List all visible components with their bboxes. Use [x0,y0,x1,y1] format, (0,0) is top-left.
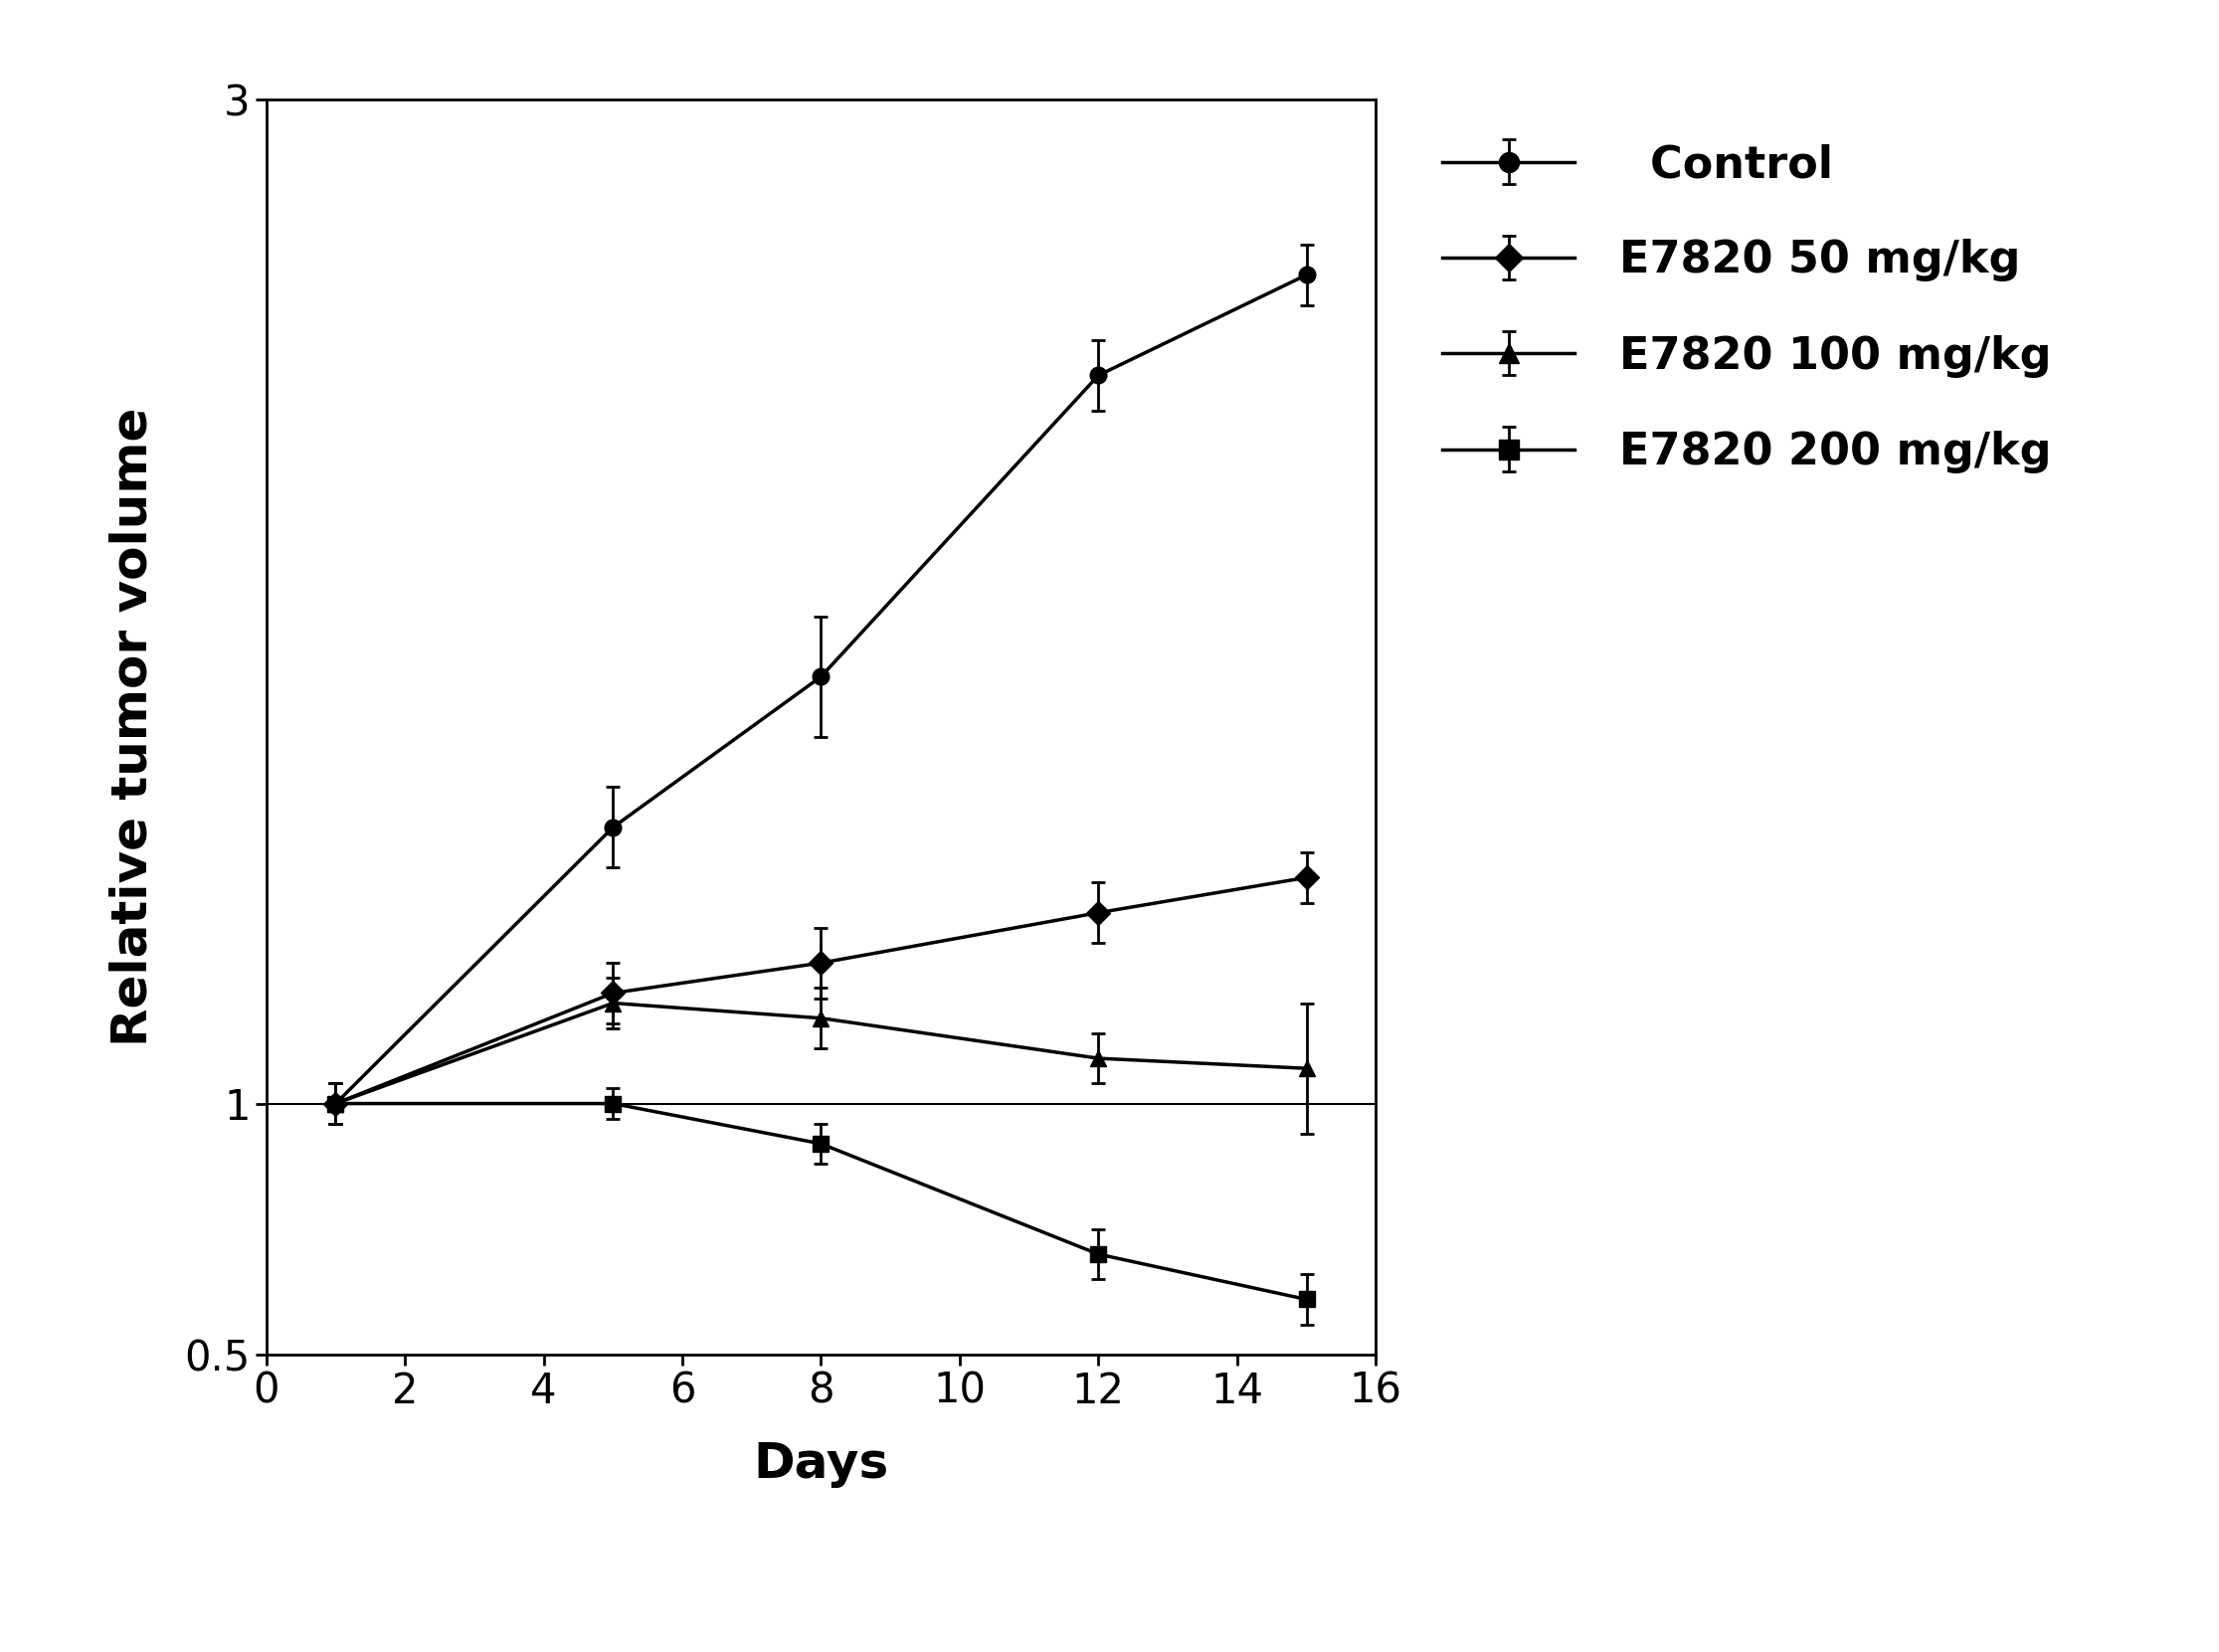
Legend:   Control, E7820 50 mg/kg, E7820 100 mg/kg, E7820 200 mg/kg: Control, E7820 50 mg/kg, E7820 100 mg/kg… [1420,121,2073,496]
Y-axis label: Relative tumor volume: Relative tumor volume [109,408,158,1046]
X-axis label: Days: Days [752,1441,890,1488]
